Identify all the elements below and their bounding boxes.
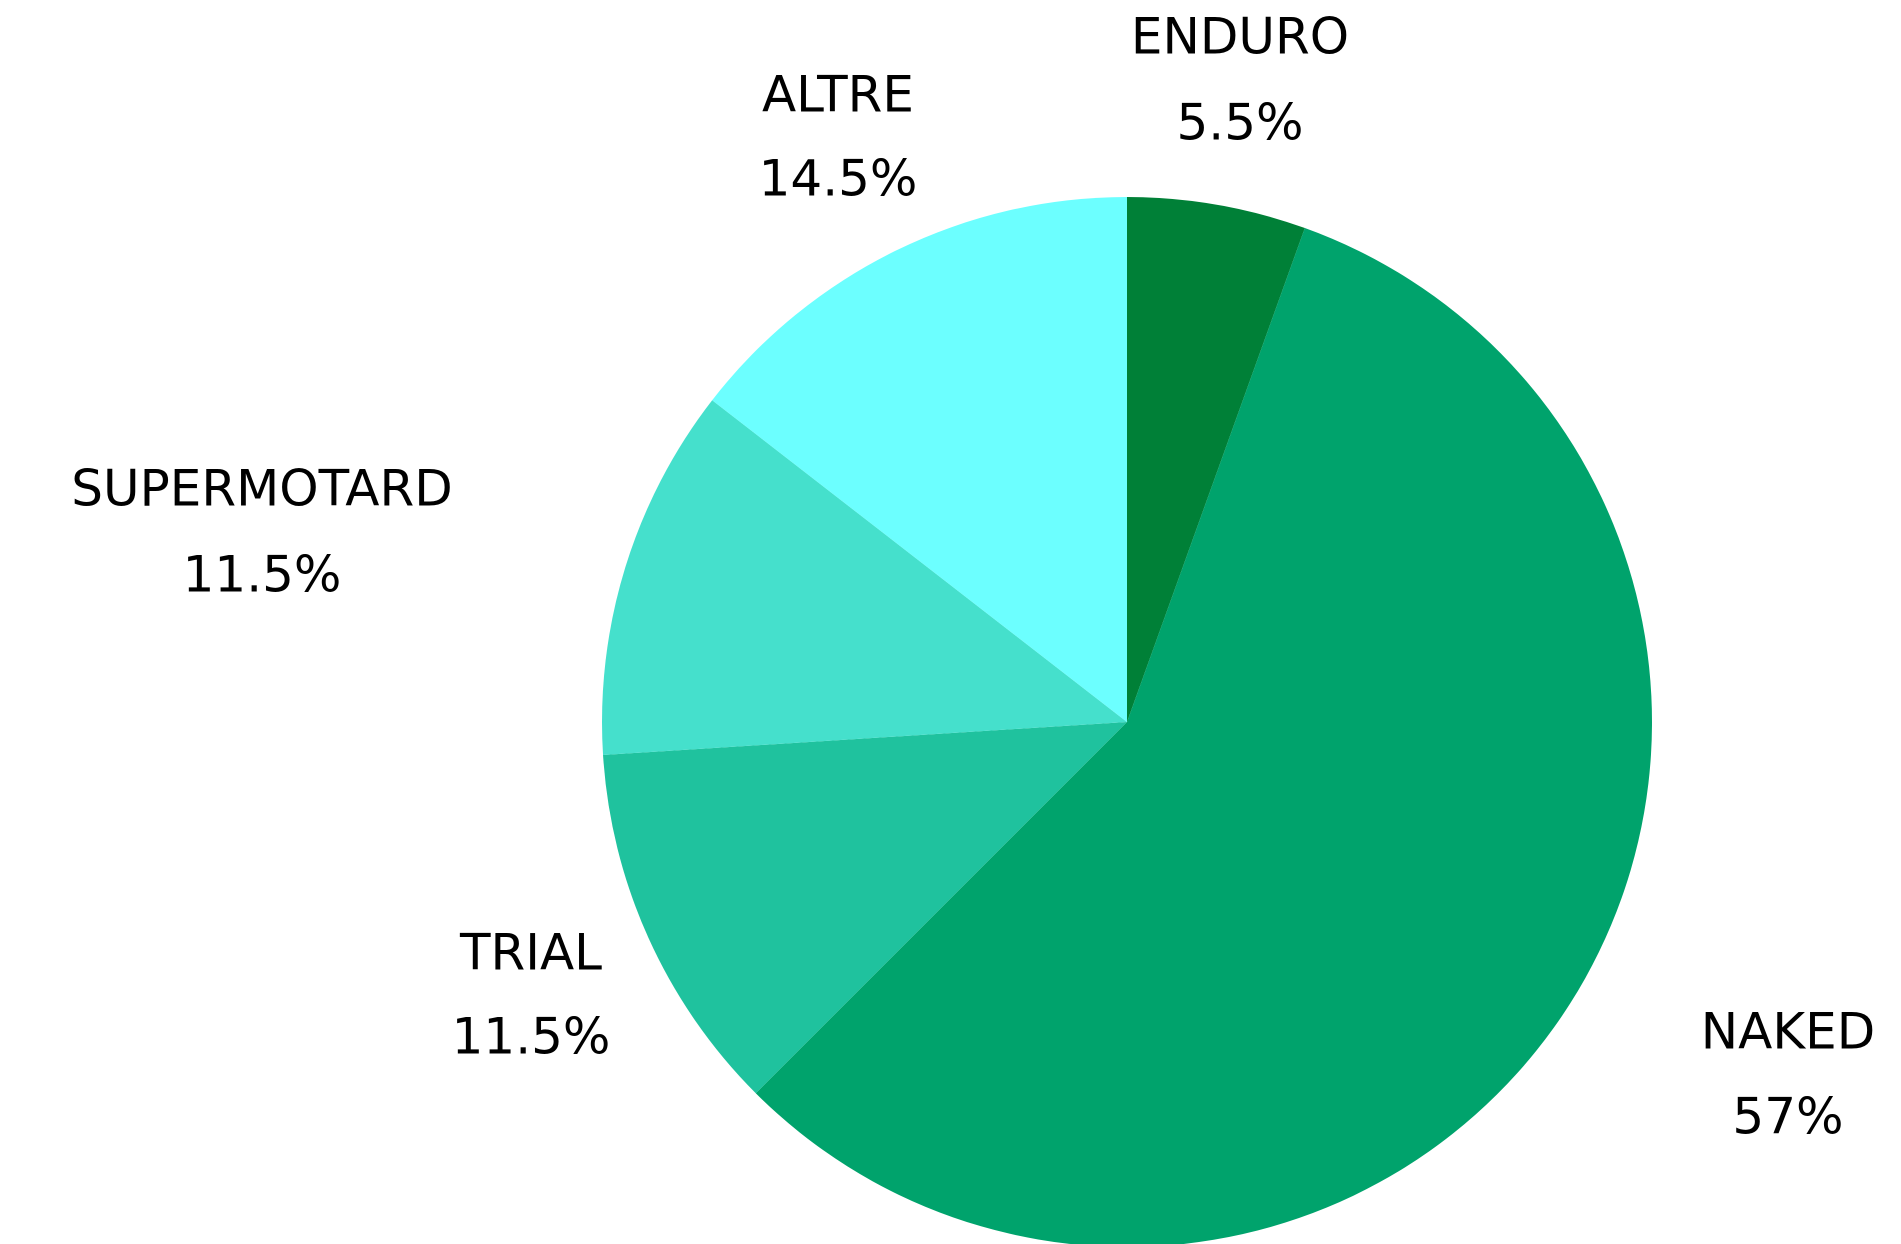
- slice-label: ENDURO: [1131, 8, 1349, 66]
- slice-value-label: 11.5%: [183, 546, 342, 604]
- slice-value-label: 57%: [1732, 1088, 1843, 1146]
- slice-label: ALTRE: [762, 66, 914, 124]
- slice-value-label: 11.5%: [452, 1008, 611, 1066]
- slice-label: TRIAL: [459, 924, 602, 982]
- pie-slice: [603, 722, 1127, 1094]
- slice-label: NAKED: [1701, 1003, 1876, 1061]
- pie-slice: [602, 400, 1127, 755]
- pie-slice: [712, 197, 1127, 722]
- slice-value-label: 14.5%: [759, 150, 918, 208]
- pie-slice: [755, 228, 1652, 1244]
- slice-value-label: 5.5%: [1176, 94, 1303, 152]
- pie-slice: [1127, 197, 1305, 722]
- slice-label: SUPERMOTARD: [71, 460, 452, 518]
